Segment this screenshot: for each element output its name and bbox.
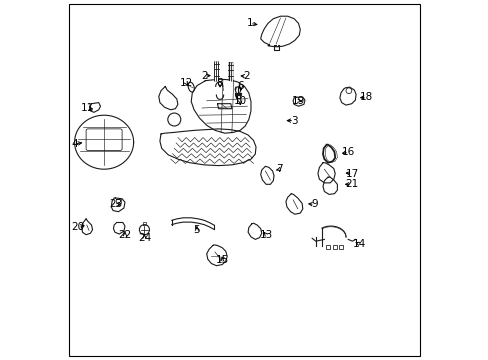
Text: 22: 22 xyxy=(118,230,131,240)
Text: 13: 13 xyxy=(259,230,272,240)
Text: 23: 23 xyxy=(109,199,122,210)
Text: 16: 16 xyxy=(342,147,355,157)
Text: 14: 14 xyxy=(352,239,366,249)
Text: 7: 7 xyxy=(276,164,283,174)
Text: 2: 2 xyxy=(243,71,249,81)
Text: 5: 5 xyxy=(193,225,200,235)
Text: 18: 18 xyxy=(360,92,373,102)
Text: 4: 4 xyxy=(71,139,78,149)
Text: 1: 1 xyxy=(246,18,253,28)
Text: 17: 17 xyxy=(345,168,358,179)
Text: 3: 3 xyxy=(290,116,297,126)
Text: 20: 20 xyxy=(71,222,84,232)
Text: 24: 24 xyxy=(138,233,151,243)
Text: 6: 6 xyxy=(237,81,244,91)
Bar xyxy=(325,245,329,249)
Text: 8: 8 xyxy=(216,78,223,88)
Text: 19: 19 xyxy=(291,96,305,106)
Text: 2: 2 xyxy=(201,71,208,81)
Text: 21: 21 xyxy=(345,179,358,189)
Text: 9: 9 xyxy=(311,199,317,210)
Text: 10: 10 xyxy=(233,96,246,106)
Bar xyxy=(332,245,337,249)
Text: 11: 11 xyxy=(81,103,94,113)
Bar xyxy=(338,245,343,249)
Text: 12: 12 xyxy=(179,78,192,88)
Text: 15: 15 xyxy=(215,255,228,265)
